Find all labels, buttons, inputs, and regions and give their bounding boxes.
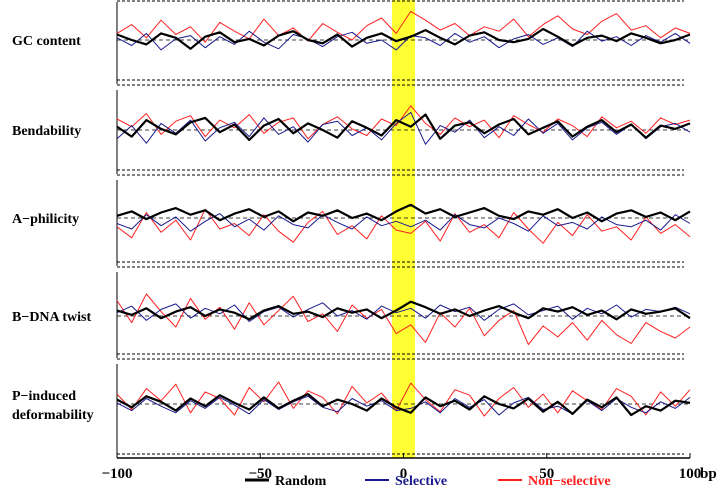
series-random (116, 113, 691, 141)
panel-label: A−philicity (12, 212, 79, 227)
series-nonselective (116, 10, 691, 43)
panel-label: P−induced (12, 389, 76, 404)
panel-label: deformability (12, 408, 94, 423)
x-axis-unit: bp (700, 466, 717, 482)
x-tick-label: 50 (539, 466, 554, 482)
series-random (116, 300, 691, 321)
series-nonselective (116, 105, 691, 140)
highlight-band (392, 0, 415, 458)
panel-2: A−philicity (12, 180, 691, 268)
series-random (116, 393, 691, 417)
panel-label: Bendability (12, 124, 81, 139)
panel-4: P−induced deformability (12, 364, 691, 458)
series-selective (116, 111, 691, 145)
series-selective (116, 302, 691, 322)
x-tick-label: −50 (248, 466, 272, 482)
legend-label: Non−selective (528, 474, 611, 489)
series-selective (116, 213, 691, 232)
panel-1: Bendability (12, 90, 691, 176)
series-random (116, 27, 691, 50)
x-tick-label: 0 (400, 466, 408, 482)
legend-label: Selective (395, 474, 447, 489)
x-tick-label: −100 (101, 466, 132, 482)
series-random (116, 203, 691, 223)
legend-label: Random (275, 474, 327, 489)
panel-label: GC content (12, 34, 81, 49)
x-tick-label: 100 (679, 466, 702, 482)
panel-3: B−DNA twist (12, 272, 691, 360)
panel-0: GC content (12, 0, 691, 86)
panel-label: B−DNA twist (12, 310, 91, 325)
